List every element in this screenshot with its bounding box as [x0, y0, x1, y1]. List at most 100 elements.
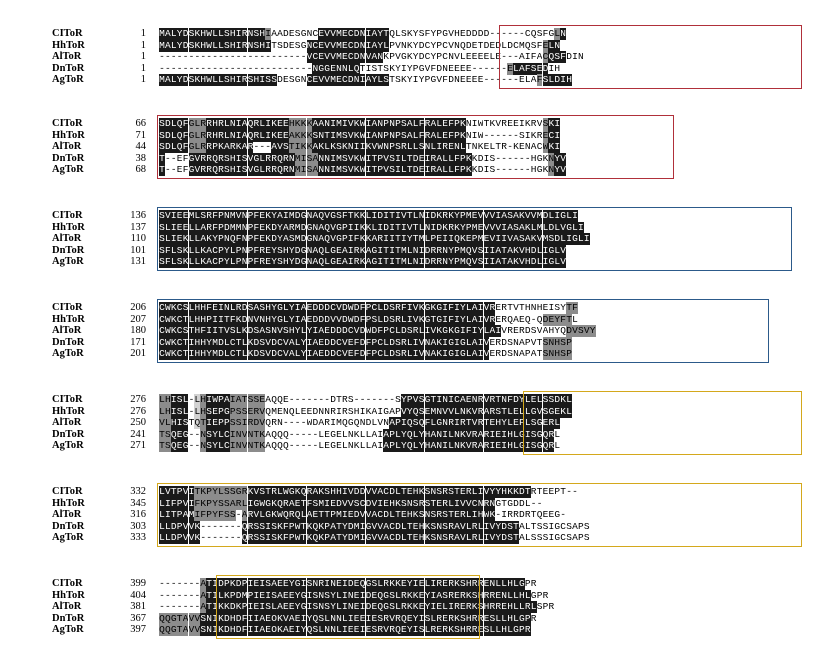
residue: - — [218, 51, 224, 63]
residue: I — [365, 164, 372, 177]
sequence-name: AlToR — [52, 51, 82, 63]
residue: R — [530, 612, 537, 624]
residue: D — [182, 39, 189, 52]
residue: V — [436, 74, 443, 86]
residue: I — [259, 74, 266, 87]
residue: N — [247, 28, 254, 40]
residue: N — [424, 141, 431, 154]
residue: S — [312, 129, 319, 142]
residue: N — [324, 152, 331, 165]
residue: A — [312, 210, 319, 222]
residue: I — [424, 210, 431, 222]
sequence-start-position: 241 — [130, 428, 146, 440]
residue: - — [507, 164, 513, 176]
residue: E — [418, 164, 425, 177]
residue: L — [554, 221, 561, 234]
residue: S — [241, 152, 248, 165]
residue: E — [459, 74, 466, 86]
residue: R — [241, 28, 248, 40]
sequence-start-position: 1 — [140, 51, 146, 63]
residue: R — [288, 221, 295, 234]
residue: E — [330, 62, 336, 75]
residue: - — [524, 152, 531, 164]
residue: V — [164, 210, 171, 222]
residue: S — [294, 39, 301, 51]
residue: P — [454, 129, 460, 142]
residue: R — [200, 118, 207, 130]
residue: A — [312, 164, 319, 177]
residue: - — [495, 28, 502, 39]
residue: - — [277, 51, 283, 63]
residue: I — [294, 141, 301, 154]
sequence-start-position: 399 — [130, 578, 146, 589]
residue: S — [336, 141, 342, 154]
residue: - — [282, 51, 289, 63]
sequence-row: DnToR 38 T - - E F G V R R Q R S H I S V G L R R Q R N M I S A N N I M S V… — [0, 152, 827, 165]
residue: R — [501, 141, 507, 153]
residue: K — [194, 74, 201, 87]
residue: N — [359, 28, 366, 40]
residue: R — [448, 221, 454, 234]
residue: G — [300, 28, 307, 39]
residue: D — [271, 221, 277, 234]
residue: I — [353, 141, 360, 154]
residue: I — [353, 221, 360, 234]
residue: D — [383, 221, 390, 234]
residue: S — [159, 233, 165, 246]
residue: A — [288, 129, 295, 142]
residue: A — [501, 210, 508, 222]
residue: C — [312, 51, 319, 64]
residue: L — [448, 164, 454, 177]
residue: - — [288, 51, 295, 63]
residue: D — [353, 39, 360, 52]
residue: A — [406, 129, 413, 142]
residue: - — [294, 51, 301, 63]
residue: S — [223, 152, 230, 165]
residue: - — [518, 164, 525, 176]
residue: S — [188, 39, 195, 52]
residue: E — [477, 221, 484, 234]
residue: L — [170, 74, 177, 87]
residue: F — [524, 62, 531, 75]
residue: L — [371, 221, 378, 234]
residue: D — [277, 74, 283, 86]
residue: R — [442, 141, 449, 154]
residue: V — [347, 164, 354, 177]
residue: I — [330, 152, 336, 165]
residue: W — [206, 74, 213, 87]
sequence-start-position: 38 — [135, 152, 147, 164]
residue: A — [530, 74, 537, 86]
residue: M — [465, 210, 472, 222]
residue: E — [176, 221, 183, 234]
residue: - — [513, 51, 519, 63]
residue: E — [176, 210, 183, 222]
residue: K — [454, 221, 460, 234]
residue: A — [536, 51, 543, 63]
residue: D — [294, 210, 301, 222]
residue: L — [218, 28, 224, 40]
residue: V — [306, 51, 313, 64]
sequence-name: AgToR — [52, 532, 84, 544]
sequence-name: DnToR — [52, 62, 85, 74]
residue: Q — [324, 233, 331, 246]
residue: - — [206, 62, 212, 74]
residue: - — [507, 74, 513, 86]
residue: N — [241, 233, 248, 246]
residue: I — [170, 210, 177, 222]
residue: P — [389, 51, 395, 63]
residue: N — [454, 39, 460, 51]
residue: G — [400, 51, 407, 63]
residue: D — [418, 39, 425, 51]
residue: D — [483, 39, 490, 51]
residue: W — [359, 129, 366, 142]
residue: I — [524, 51, 531, 63]
residue: E — [176, 152, 183, 164]
sequence-name: AlToR — [52, 509, 82, 521]
residue: C — [548, 129, 555, 142]
residue: - — [483, 62, 490, 74]
residue: S — [341, 152, 348, 165]
residue: M — [159, 39, 165, 52]
residue: I — [483, 152, 490, 164]
